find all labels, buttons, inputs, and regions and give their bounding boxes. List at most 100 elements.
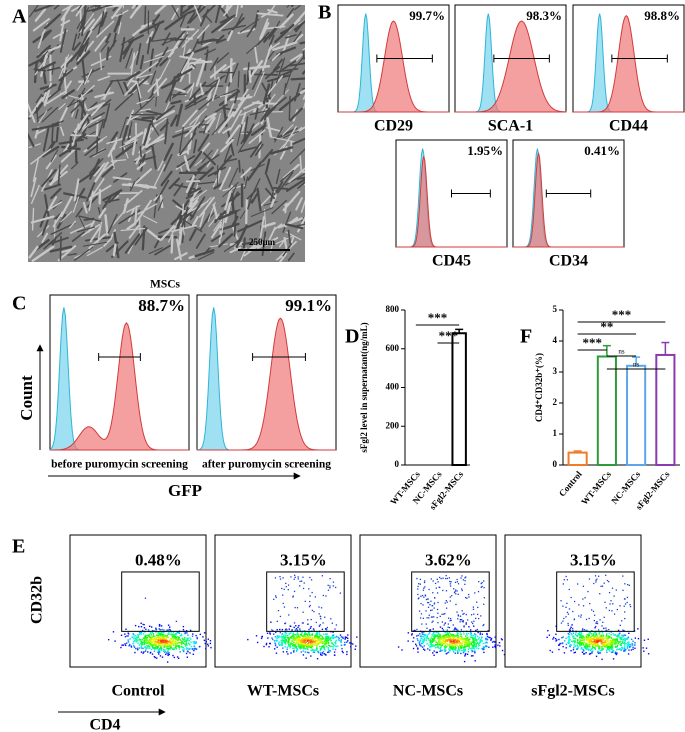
dot	[153, 642, 155, 644]
dot	[290, 652, 292, 654]
dot	[437, 622, 439, 624]
dot	[597, 644, 599, 647]
cell	[225, 124, 241, 145]
dot	[151, 631, 154, 634]
dot	[475, 640, 477, 642]
dot	[145, 628, 147, 631]
dot	[207, 643, 209, 646]
dot	[589, 631, 592, 634]
dot	[549, 649, 551, 652]
dot	[293, 647, 295, 649]
dot	[565, 606, 567, 608]
dot	[304, 636, 307, 638]
dot	[483, 646, 486, 648]
cell	[52, 120, 64, 126]
cell	[219, 93, 232, 98]
dot	[482, 647, 485, 650]
cell	[189, 108, 207, 126]
cell	[234, 89, 239, 104]
dot	[449, 596, 451, 598]
dot	[568, 645, 571, 647]
cell	[302, 47, 305, 51]
dot	[599, 635, 601, 637]
dot	[163, 646, 166, 648]
cell	[130, 168, 153, 188]
dot	[325, 642, 327, 645]
dot	[613, 639, 616, 642]
dot	[443, 613, 445, 615]
dot	[184, 645, 187, 647]
dot	[150, 640, 152, 642]
dot	[487, 630, 489, 632]
dot	[163, 637, 165, 639]
dot	[586, 643, 589, 645]
dot	[572, 610, 574, 613]
dot	[166, 646, 168, 648]
dot	[309, 636, 311, 638]
dot	[178, 631, 180, 634]
cell	[42, 125, 50, 152]
dot	[334, 628, 336, 630]
cell	[197, 38, 219, 44]
dot	[586, 637, 588, 640]
dot	[459, 631, 461, 633]
cell	[275, 57, 286, 84]
dot	[627, 637, 629, 639]
dot	[149, 642, 152, 645]
dot	[444, 631, 446, 633]
cell	[169, 75, 176, 102]
dot	[195, 634, 197, 637]
cell	[132, 24, 147, 37]
dot	[318, 635, 321, 638]
dot	[448, 626, 451, 629]
cell	[98, 207, 107, 219]
dot	[151, 646, 154, 649]
dot	[186, 650, 189, 653]
cell	[34, 5, 56, 13]
dot	[305, 638, 307, 640]
dot	[612, 651, 614, 653]
dot	[189, 629, 192, 632]
dot	[600, 639, 603, 641]
dot	[454, 647, 457, 650]
dot	[138, 625, 140, 628]
dot	[440, 577, 442, 580]
dot	[438, 643, 440, 645]
dot	[148, 625, 151, 627]
dot	[284, 622, 287, 624]
dot	[154, 646, 157, 649]
dot	[611, 637, 613, 639]
y-tick-label: 400	[386, 382, 400, 392]
cell	[99, 52, 102, 71]
cell	[300, 220, 305, 226]
dot	[285, 639, 287, 641]
dot	[137, 635, 139, 637]
dot	[335, 645, 337, 647]
dot	[623, 650, 626, 652]
dot	[335, 639, 338, 642]
dot	[149, 652, 152, 654]
dot	[471, 621, 473, 623]
dot	[165, 642, 168, 644]
cell	[271, 52, 281, 62]
dot	[471, 649, 473, 652]
cell	[278, 92, 301, 111]
cell	[215, 34, 225, 44]
dot	[136, 638, 138, 640]
dot	[350, 645, 352, 648]
dot	[579, 637, 581, 639]
dot	[158, 623, 161, 626]
dot	[321, 638, 324, 640]
dot	[310, 579, 313, 581]
dot	[307, 635, 309, 638]
dot	[345, 636, 348, 639]
cell	[197, 133, 210, 152]
dot	[185, 630, 188, 632]
dot	[450, 644, 453, 647]
cell	[41, 91, 47, 102]
dot	[297, 578, 299, 580]
dot	[349, 642, 351, 644]
dot	[352, 643, 354, 645]
dot	[138, 639, 140, 641]
dot	[458, 650, 461, 652]
